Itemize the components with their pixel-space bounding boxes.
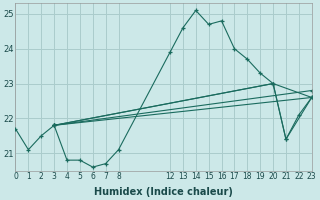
X-axis label: Humidex (Indice chaleur): Humidex (Indice chaleur) — [94, 187, 233, 197]
